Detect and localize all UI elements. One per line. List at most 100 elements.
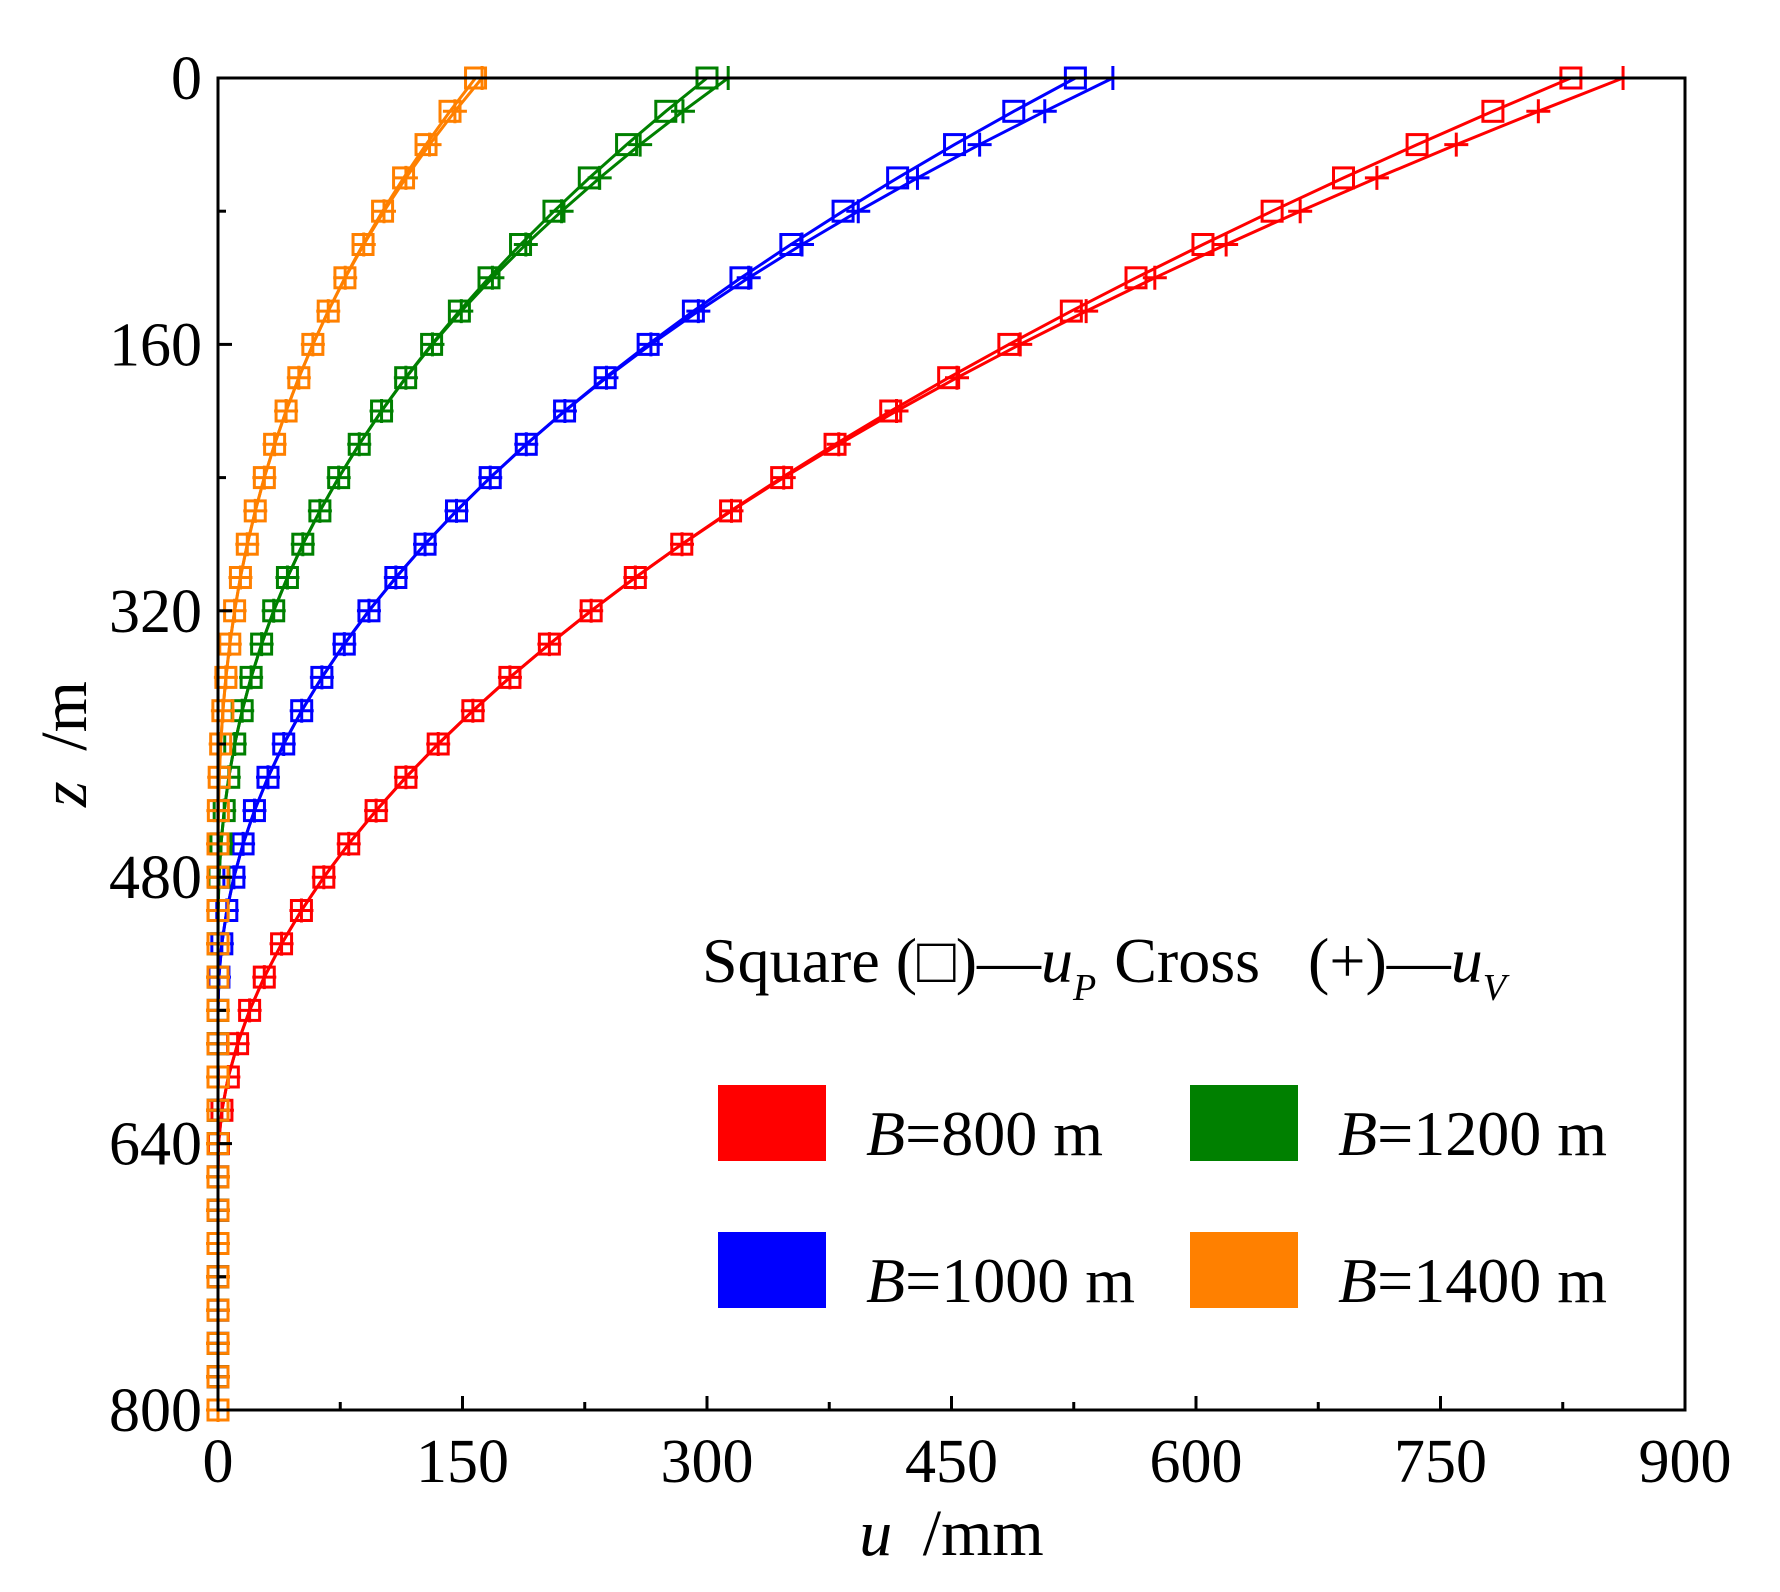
x-tick-label: 150	[416, 1428, 509, 1496]
legend-entry: B=1200 m	[1190, 1085, 1607, 1169]
marker-cross-uV	[243, 498, 268, 523]
marker-cross-uV	[249, 632, 274, 657]
marker-cross-uV	[383, 565, 408, 590]
marker-cross-uV	[1214, 232, 1239, 257]
marker-square-uP	[943, 133, 967, 157]
series-b-800-m	[206, 66, 1636, 1422]
marker-cross-uV	[347, 432, 372, 457]
x-tick-label: 450	[905, 1428, 998, 1496]
legend-label-var: B	[1338, 1245, 1377, 1316]
legend-label: B=800 m	[866, 1098, 1103, 1169]
marker-cross-uV	[286, 365, 311, 390]
marker-cross-uV	[393, 365, 418, 390]
marker-cross-uV	[393, 165, 418, 190]
marker-cross-uV	[967, 132, 992, 157]
legend-label-text: =800 m	[905, 1098, 1103, 1169]
marker-cross-uV	[333, 265, 358, 290]
legend-entry: B=800 m	[718, 1085, 1103, 1169]
legend-swatch	[718, 1085, 826, 1161]
x-tick-label: 900	[1639, 1428, 1732, 1496]
marker-cross-uV	[552, 399, 577, 423]
y-tick-label: 640	[109, 1111, 202, 1179]
marker-cross-uV	[945, 365, 970, 390]
marker-cross-uV	[210, 698, 235, 723]
y-tick-label: 160	[109, 311, 202, 379]
marker-cross-uV	[271, 732, 296, 756]
marker-cross-uV	[686, 299, 711, 324]
marker-cross-uV	[261, 598, 286, 623]
legend-square-prefix: Square (	[702, 925, 917, 996]
marker-square-uP	[1405, 133, 1429, 157]
marker-cross-uV	[274, 399, 299, 423]
series-line-uP	[216, 76, 1572, 1410]
legend-header: Square (□)—uP Cross (+)—uV	[702, 925, 1510, 1009]
marker-cross-uV	[239, 665, 264, 690]
marker-cross-uV	[309, 665, 334, 690]
legend-square-symbol: □	[917, 925, 956, 996]
marker-square-uP	[1481, 99, 1505, 123]
marker-cross-uV	[1444, 132, 1469, 157]
marker-cross-uV	[444, 498, 469, 523]
marker-cross-uV	[413, 532, 438, 557]
legend-entries: B=800 m B=1200 mB=1000 m B=1400 m	[718, 1085, 1607, 1316]
marker-cross-uV	[420, 332, 445, 357]
marker-cross-uV	[336, 831, 361, 856]
legend-label-text: =1000 m	[905, 1245, 1135, 1316]
legend-entry: B=1000 m	[718, 1232, 1135, 1316]
x-axis-title: u /mm	[859, 1497, 1044, 1570]
marker-cross-uV	[670, 99, 695, 124]
marker-cross-uV	[460, 698, 485, 723]
marker-cross-uV	[393, 765, 418, 790]
marker-cross-uV	[1008, 332, 1033, 357]
marker-cross-uV	[364, 798, 389, 823]
marker-cross-uV	[480, 265, 505, 290]
marker-cross-uV	[275, 565, 300, 590]
legend-swatch	[718, 1232, 826, 1308]
marker-cross-uV	[332, 632, 357, 657]
y-tick-label: 800	[109, 1377, 202, 1445]
marker-cross-uV	[1142, 265, 1167, 290]
marker-cross-uV	[269, 931, 294, 956]
marker-cross-uV	[537, 632, 562, 657]
series-b-1400-m	[206, 66, 495, 1422]
marker-cross-uV	[670, 532, 695, 557]
marker-cross-uV	[242, 798, 267, 823]
marker-cross-uV	[369, 399, 394, 423]
marker-cross-uV	[513, 232, 538, 257]
x-tick-label: 750	[1394, 1428, 1487, 1496]
legend-label: B=1000 m	[866, 1245, 1135, 1316]
marker-square-uP	[1191, 233, 1215, 256]
marker-square-uP	[1260, 199, 1284, 223]
marker-cross-uV	[628, 132, 653, 157]
legend-cross-suffix: )—	[1365, 925, 1451, 996]
legend-label-var: B	[866, 1245, 905, 1316]
marker-cross-uV	[217, 632, 242, 657]
marker-cross-uV	[587, 165, 612, 190]
marker-cross-uV	[255, 765, 280, 790]
legend-label: B=1400 m	[1338, 1245, 1607, 1316]
legend-cross-sub: V	[1483, 967, 1510, 1009]
marker-cross-uV	[514, 432, 539, 457]
y-axis-title: z /m	[28, 681, 101, 808]
marker-cross-uV	[237, 998, 262, 1023]
y-tick-label: 320	[109, 578, 202, 646]
y-axis-symbol: z	[28, 781, 101, 808]
x-tick-label: 600	[1150, 1428, 1243, 1496]
marker-cross-uV	[579, 598, 604, 623]
legend-swatch	[1190, 1085, 1298, 1161]
marker-cross-uV	[497, 665, 522, 690]
marker-cross-uV	[252, 965, 277, 990]
marker-cross-uV	[289, 698, 314, 723]
x-tick-label: 0	[203, 1428, 234, 1496]
series-layer	[206, 66, 1636, 1422]
marker-cross-uV	[300, 332, 325, 357]
marker-cross-uV	[228, 565, 253, 590]
marker-cross-uV	[549, 199, 574, 224]
legend-cross-symbol: +	[1329, 925, 1365, 996]
legend-label-text: =1200 m	[1377, 1098, 1607, 1169]
marker-cross-uV	[307, 498, 332, 523]
marker-cross-uV	[1364, 165, 1389, 190]
marker-cross-uV	[905, 165, 930, 190]
marker-cross-uV	[790, 232, 815, 257]
